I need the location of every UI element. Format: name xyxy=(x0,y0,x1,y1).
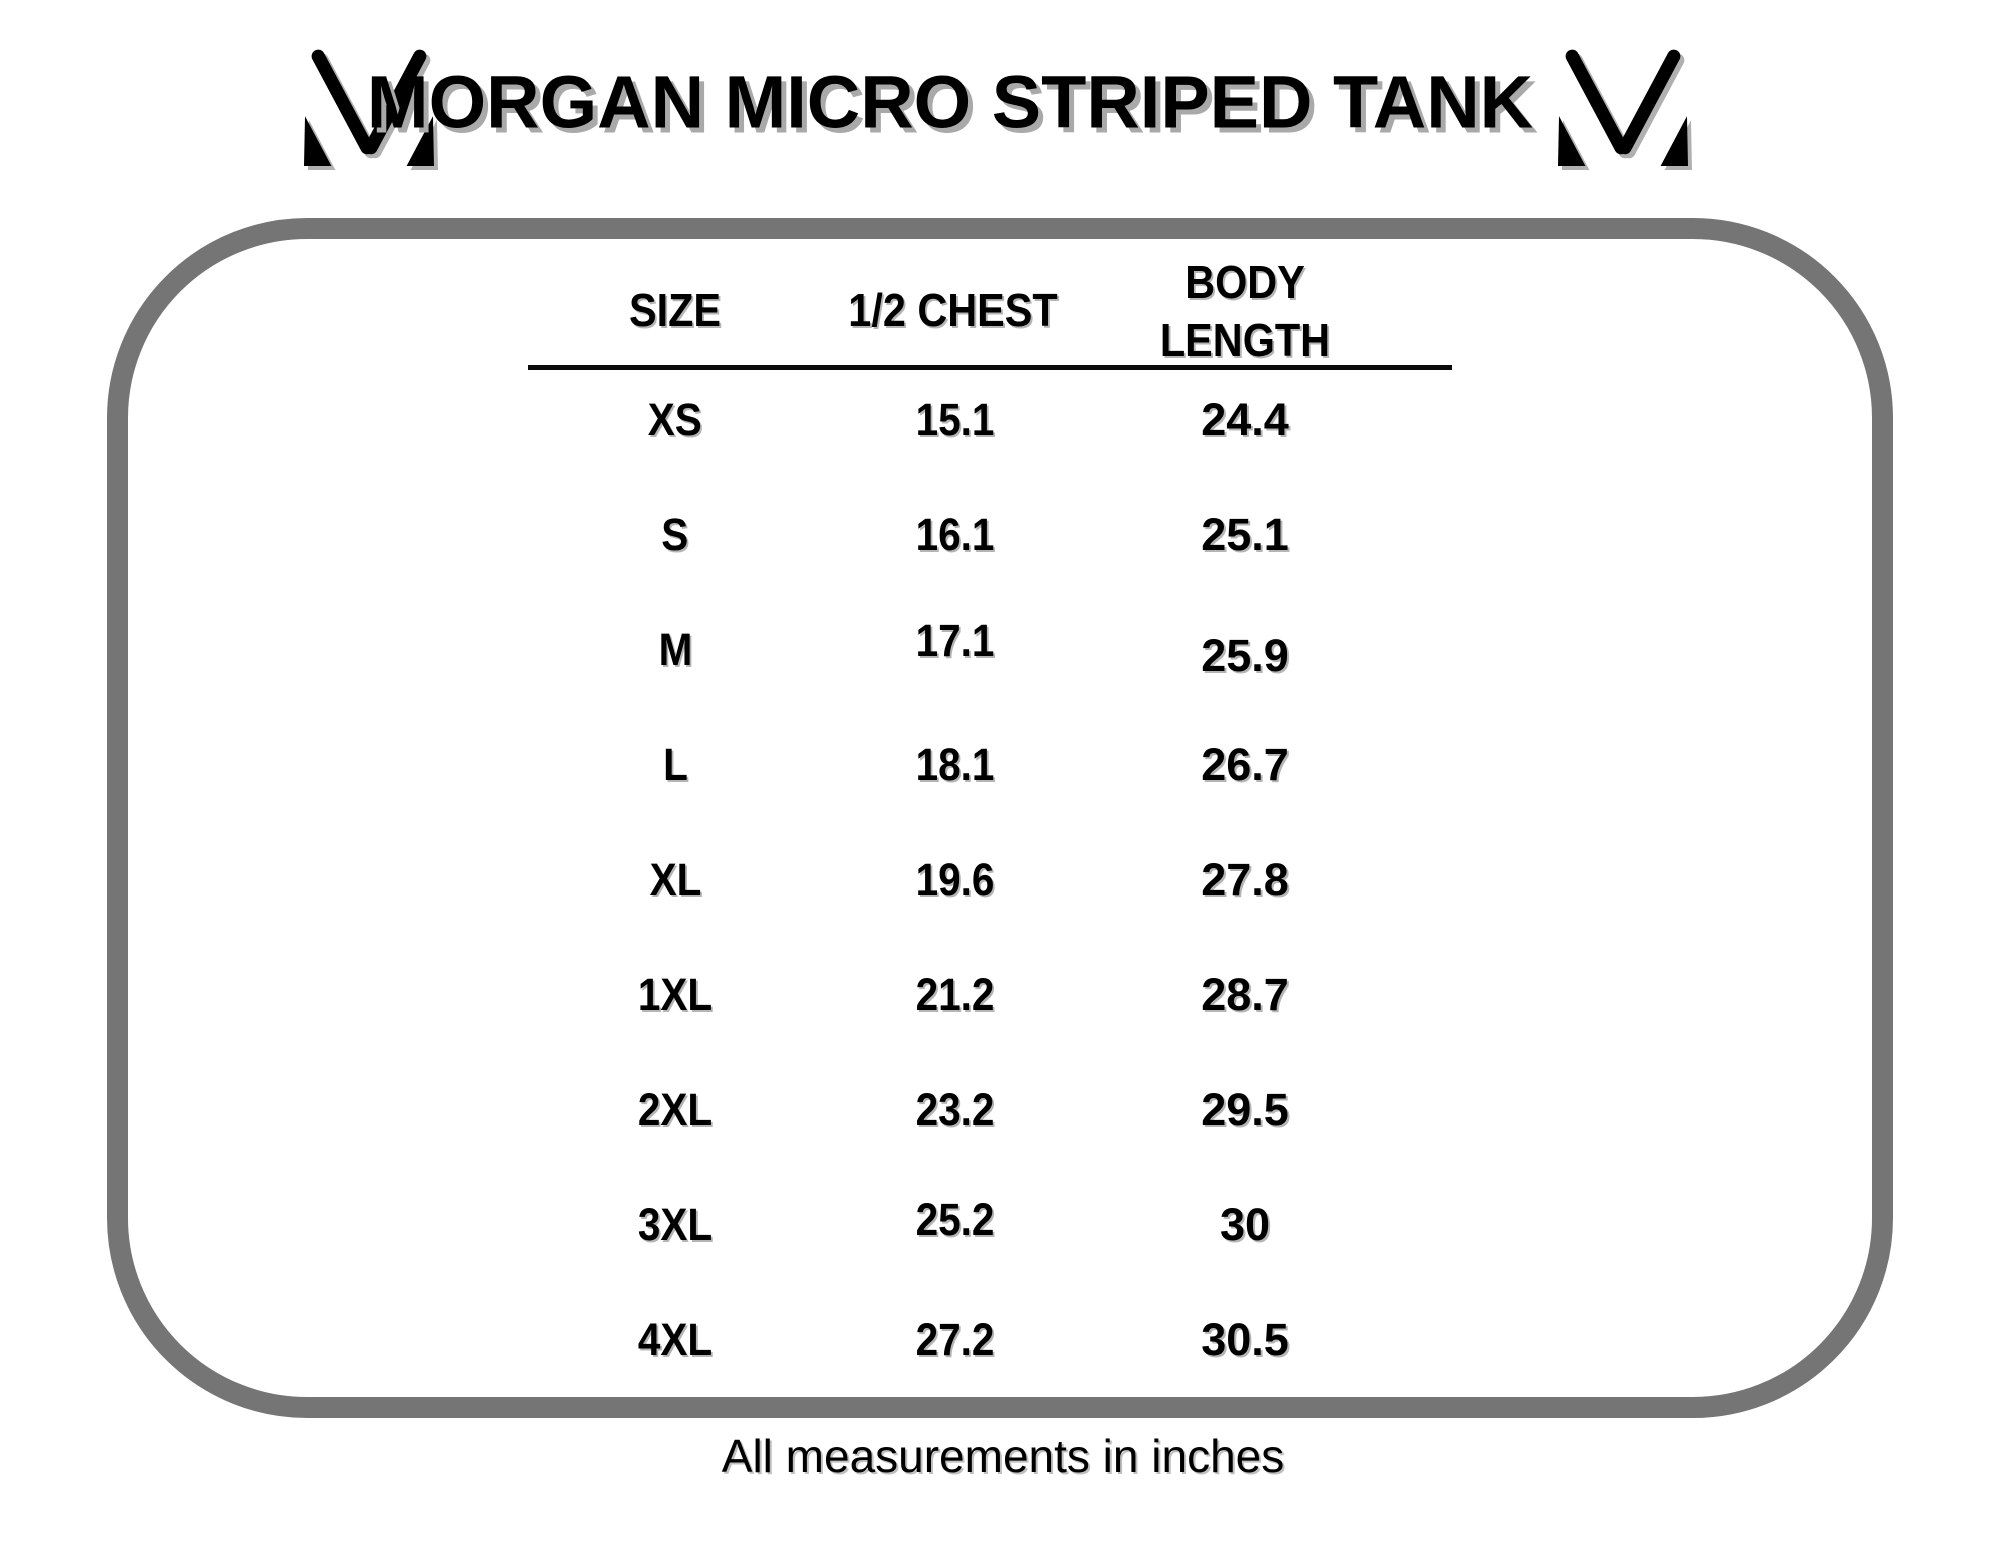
column-header-size: SIZE xyxy=(628,284,722,336)
table-cell-body-s: 25.1 xyxy=(1201,508,1289,560)
m-brand-mark-icon xyxy=(304,49,434,166)
table-cell-size-2xl: 2XL xyxy=(637,1083,713,1135)
table-cell-chest-3xl: 25.2 xyxy=(915,1193,995,1245)
table-column-size: XS S M L XL 1XL 2XL 3XL 4XL xyxy=(634,362,717,1397)
table-cell-size-xs: XS xyxy=(647,393,703,445)
table-cell-body-l: 26.7 xyxy=(1201,738,1289,790)
table-cell-chest-2xl: 23.2 xyxy=(915,1083,995,1135)
m-brand-mark-icon xyxy=(1558,49,1688,166)
table-cell-size-m: M xyxy=(658,623,692,675)
page-title: MORGAN MICRO STRIPED TANK xyxy=(366,60,1534,144)
table-cell-chest-l: 18.1 xyxy=(915,738,995,790)
column-header-half-chest: 1/2 CHEST xyxy=(848,284,1058,336)
measurement-unit-note: All measurements in inches xyxy=(721,1430,1285,1482)
table-cell-chest-xl: 19.6 xyxy=(915,853,995,905)
table-cell-body-3xl: 30 xyxy=(1219,1198,1271,1250)
table-column-half-chest: 15.1 16.1 17.1 18.1 19.6 21.2 23.2 25.2 27.2 xyxy=(911,362,999,1397)
table-cell-chest-xs: 15.1 xyxy=(915,393,995,445)
size-chart-panel xyxy=(107,218,1893,1418)
table-cell-body-xs: 24.4 xyxy=(1201,393,1289,445)
table-cell-size-4xl: 4XL xyxy=(637,1313,713,1365)
table-cell-size-xl: XL xyxy=(649,853,701,905)
table-cell-size-3xl: 3XL xyxy=(637,1198,713,1250)
table-cell-chest-m: 17.1 xyxy=(915,614,995,666)
header-underline xyxy=(528,365,1452,370)
table-cell-body-1xl: 28.7 xyxy=(1201,968,1289,1020)
table-cell-chest-s: 16.1 xyxy=(915,508,995,560)
table-cell-size-1xl: 1XL xyxy=(637,968,713,1020)
table-cell-chest-4xl: 27.2 xyxy=(915,1313,995,1365)
column-header-body-length: BODY LENGTH xyxy=(1159,256,1331,366)
table-cell-body-m: 25.9 xyxy=(1201,629,1289,681)
table-cell-body-xl: 27.8 xyxy=(1201,853,1289,905)
table-cell-chest-1xl: 21.2 xyxy=(915,968,995,1020)
table-cell-body-4xl: 30.5 xyxy=(1201,1313,1289,1365)
table-cell-body-2xl: 29.5 xyxy=(1201,1083,1289,1135)
table-cell-size-s: S xyxy=(661,508,689,560)
table-cell-size-l: L xyxy=(662,738,688,790)
table-column-body-length: 24.4 25.1 25.9 26.7 27.8 28.7 29.5 30 30.5 xyxy=(1201,362,1289,1397)
